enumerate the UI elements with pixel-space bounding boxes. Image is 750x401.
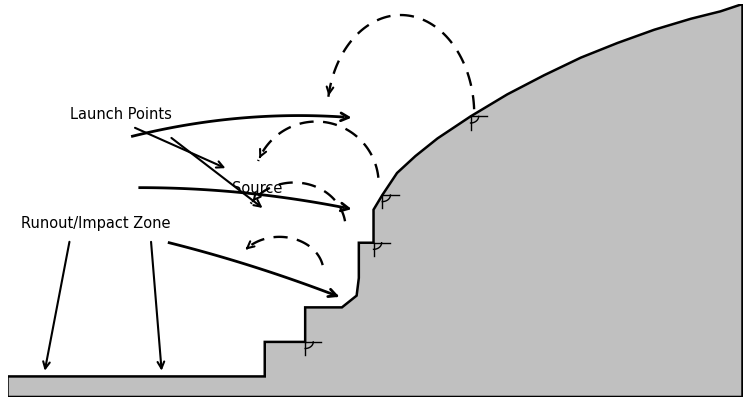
Text: Source: Source (232, 181, 282, 196)
Text: Runout/Impact Zone: Runout/Impact Zone (21, 216, 170, 231)
Polygon shape (8, 4, 742, 397)
Text: Launch Points: Launch Points (70, 107, 172, 122)
